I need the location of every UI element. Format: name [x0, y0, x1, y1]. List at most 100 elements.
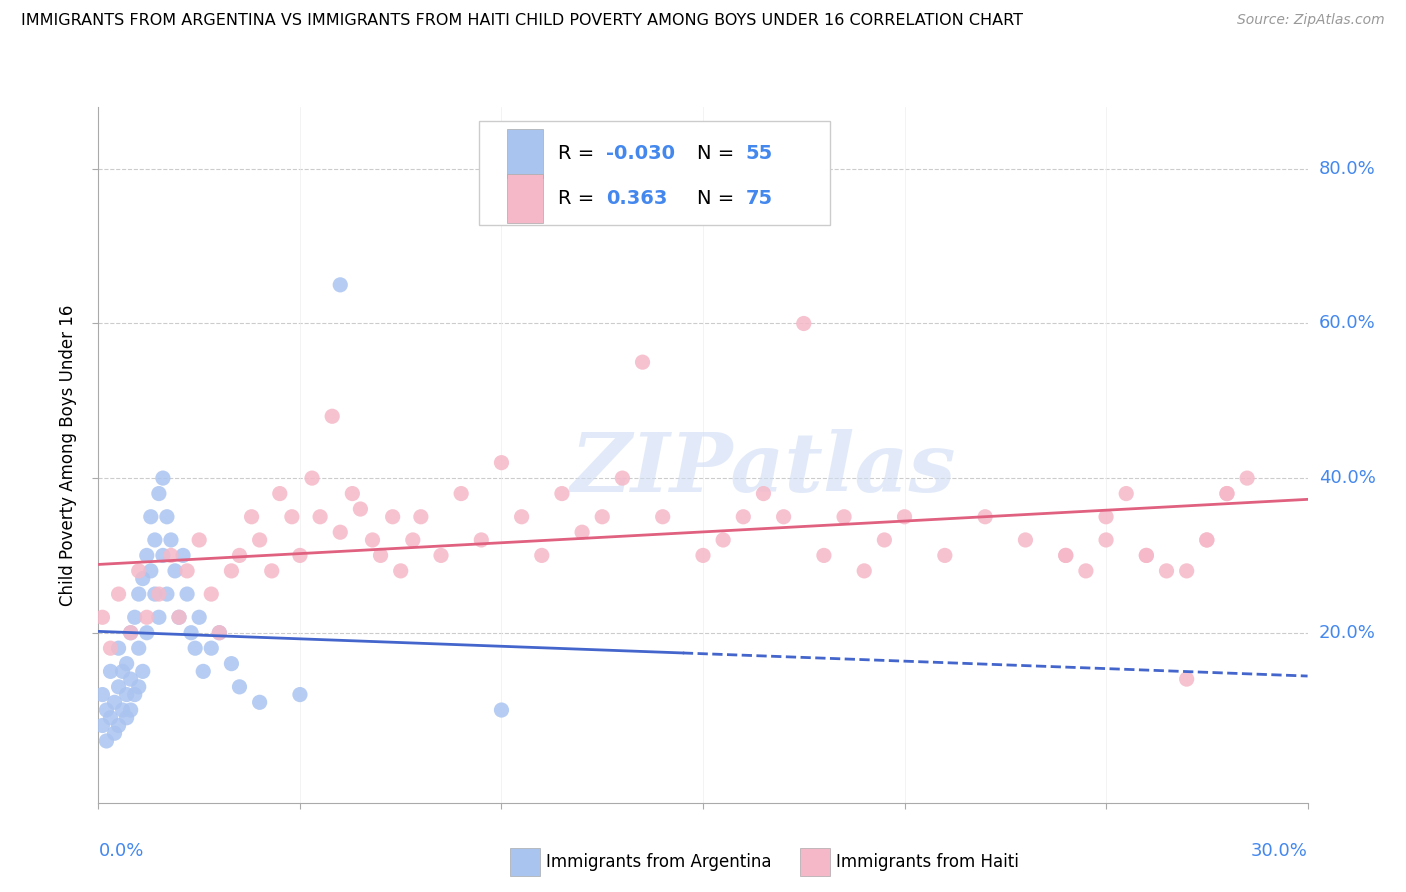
- Text: R =: R =: [558, 189, 606, 208]
- Point: [184, 641, 207, 656]
- Point: [135, 610, 157, 624]
- Point: [349, 502, 371, 516]
- Point: [200, 587, 222, 601]
- Text: Source: ZipAtlas.com: Source: ZipAtlas.com: [1237, 13, 1385, 28]
- Point: [167, 610, 190, 624]
- Point: [148, 610, 170, 624]
- Point: [152, 549, 174, 563]
- Point: [180, 625, 202, 640]
- Point: [813, 549, 835, 563]
- Point: [491, 456, 513, 470]
- Point: [1175, 672, 1198, 686]
- Point: [124, 688, 146, 702]
- Point: [1074, 564, 1097, 578]
- Point: [120, 625, 142, 640]
- Point: [128, 680, 150, 694]
- Point: [430, 549, 453, 563]
- Text: 80.0%: 80.0%: [1319, 160, 1375, 178]
- Point: [228, 680, 250, 694]
- Point: [96, 734, 118, 748]
- Point: [450, 486, 472, 500]
- Point: [402, 533, 425, 547]
- Point: [188, 533, 211, 547]
- Point: [631, 355, 654, 369]
- Point: [793, 317, 815, 331]
- Point: [361, 533, 384, 547]
- Point: [107, 641, 129, 656]
- Point: [152, 471, 174, 485]
- Text: 75: 75: [745, 189, 772, 208]
- Point: [733, 509, 755, 524]
- Point: [1095, 533, 1118, 547]
- Point: [172, 549, 194, 563]
- Point: [188, 610, 211, 624]
- Point: [160, 549, 183, 563]
- Point: [228, 549, 250, 563]
- Point: [107, 680, 129, 694]
- Point: [115, 688, 138, 702]
- Point: [120, 703, 142, 717]
- Point: [156, 587, 179, 601]
- Point: [143, 587, 166, 601]
- Point: [107, 587, 129, 601]
- Text: 0.0%: 0.0%: [98, 842, 143, 860]
- Point: [167, 610, 190, 624]
- Point: [692, 549, 714, 563]
- Point: [128, 564, 150, 578]
- Point: [772, 509, 794, 524]
- Point: [103, 726, 125, 740]
- Point: [1115, 486, 1137, 500]
- Point: [1014, 533, 1036, 547]
- Text: IMMIGRANTS FROM ARGENTINA VS IMMIGRANTS FROM HAITI CHILD POVERTY AMONG BOYS UNDE: IMMIGRANTS FROM ARGENTINA VS IMMIGRANTS …: [21, 13, 1024, 29]
- Text: N =: N =: [697, 144, 741, 162]
- Point: [176, 587, 198, 601]
- Point: [1216, 486, 1239, 500]
- Text: 55: 55: [745, 144, 772, 162]
- Point: [342, 486, 364, 500]
- Point: [551, 486, 574, 500]
- Point: [96, 703, 118, 717]
- Point: [370, 549, 392, 563]
- Point: [91, 610, 114, 624]
- Point: [571, 525, 593, 540]
- Text: R =: R =: [558, 144, 600, 162]
- Point: [301, 471, 323, 485]
- Point: [107, 718, 129, 732]
- Point: [1054, 549, 1077, 563]
- FancyBboxPatch shape: [479, 121, 830, 226]
- Point: [91, 718, 114, 732]
- Point: [893, 509, 915, 524]
- Point: [510, 509, 533, 524]
- Point: [309, 509, 332, 524]
- Point: [103, 695, 125, 709]
- Point: [1054, 549, 1077, 563]
- Point: [115, 657, 138, 671]
- Point: [100, 711, 122, 725]
- Point: [281, 509, 304, 524]
- Text: N =: N =: [697, 189, 741, 208]
- Point: [249, 695, 271, 709]
- Point: [221, 657, 243, 671]
- Point: [128, 587, 150, 601]
- Point: [329, 525, 352, 540]
- Point: [873, 533, 896, 547]
- Point: [128, 641, 150, 656]
- Point: [832, 509, 855, 524]
- Point: [1195, 533, 1218, 547]
- Point: [249, 533, 271, 547]
- Point: [711, 533, 734, 547]
- Point: [115, 711, 138, 725]
- Point: [124, 610, 146, 624]
- Point: [389, 564, 412, 578]
- Point: [221, 564, 243, 578]
- Point: [139, 564, 162, 578]
- Point: [111, 703, 134, 717]
- Point: [208, 625, 231, 640]
- Point: [853, 564, 876, 578]
- Point: [1135, 549, 1157, 563]
- Point: [1156, 564, 1178, 578]
- Text: Immigrants from Haiti: Immigrants from Haiti: [837, 853, 1019, 871]
- Point: [974, 509, 997, 524]
- Point: [269, 486, 291, 500]
- Point: [193, 665, 215, 679]
